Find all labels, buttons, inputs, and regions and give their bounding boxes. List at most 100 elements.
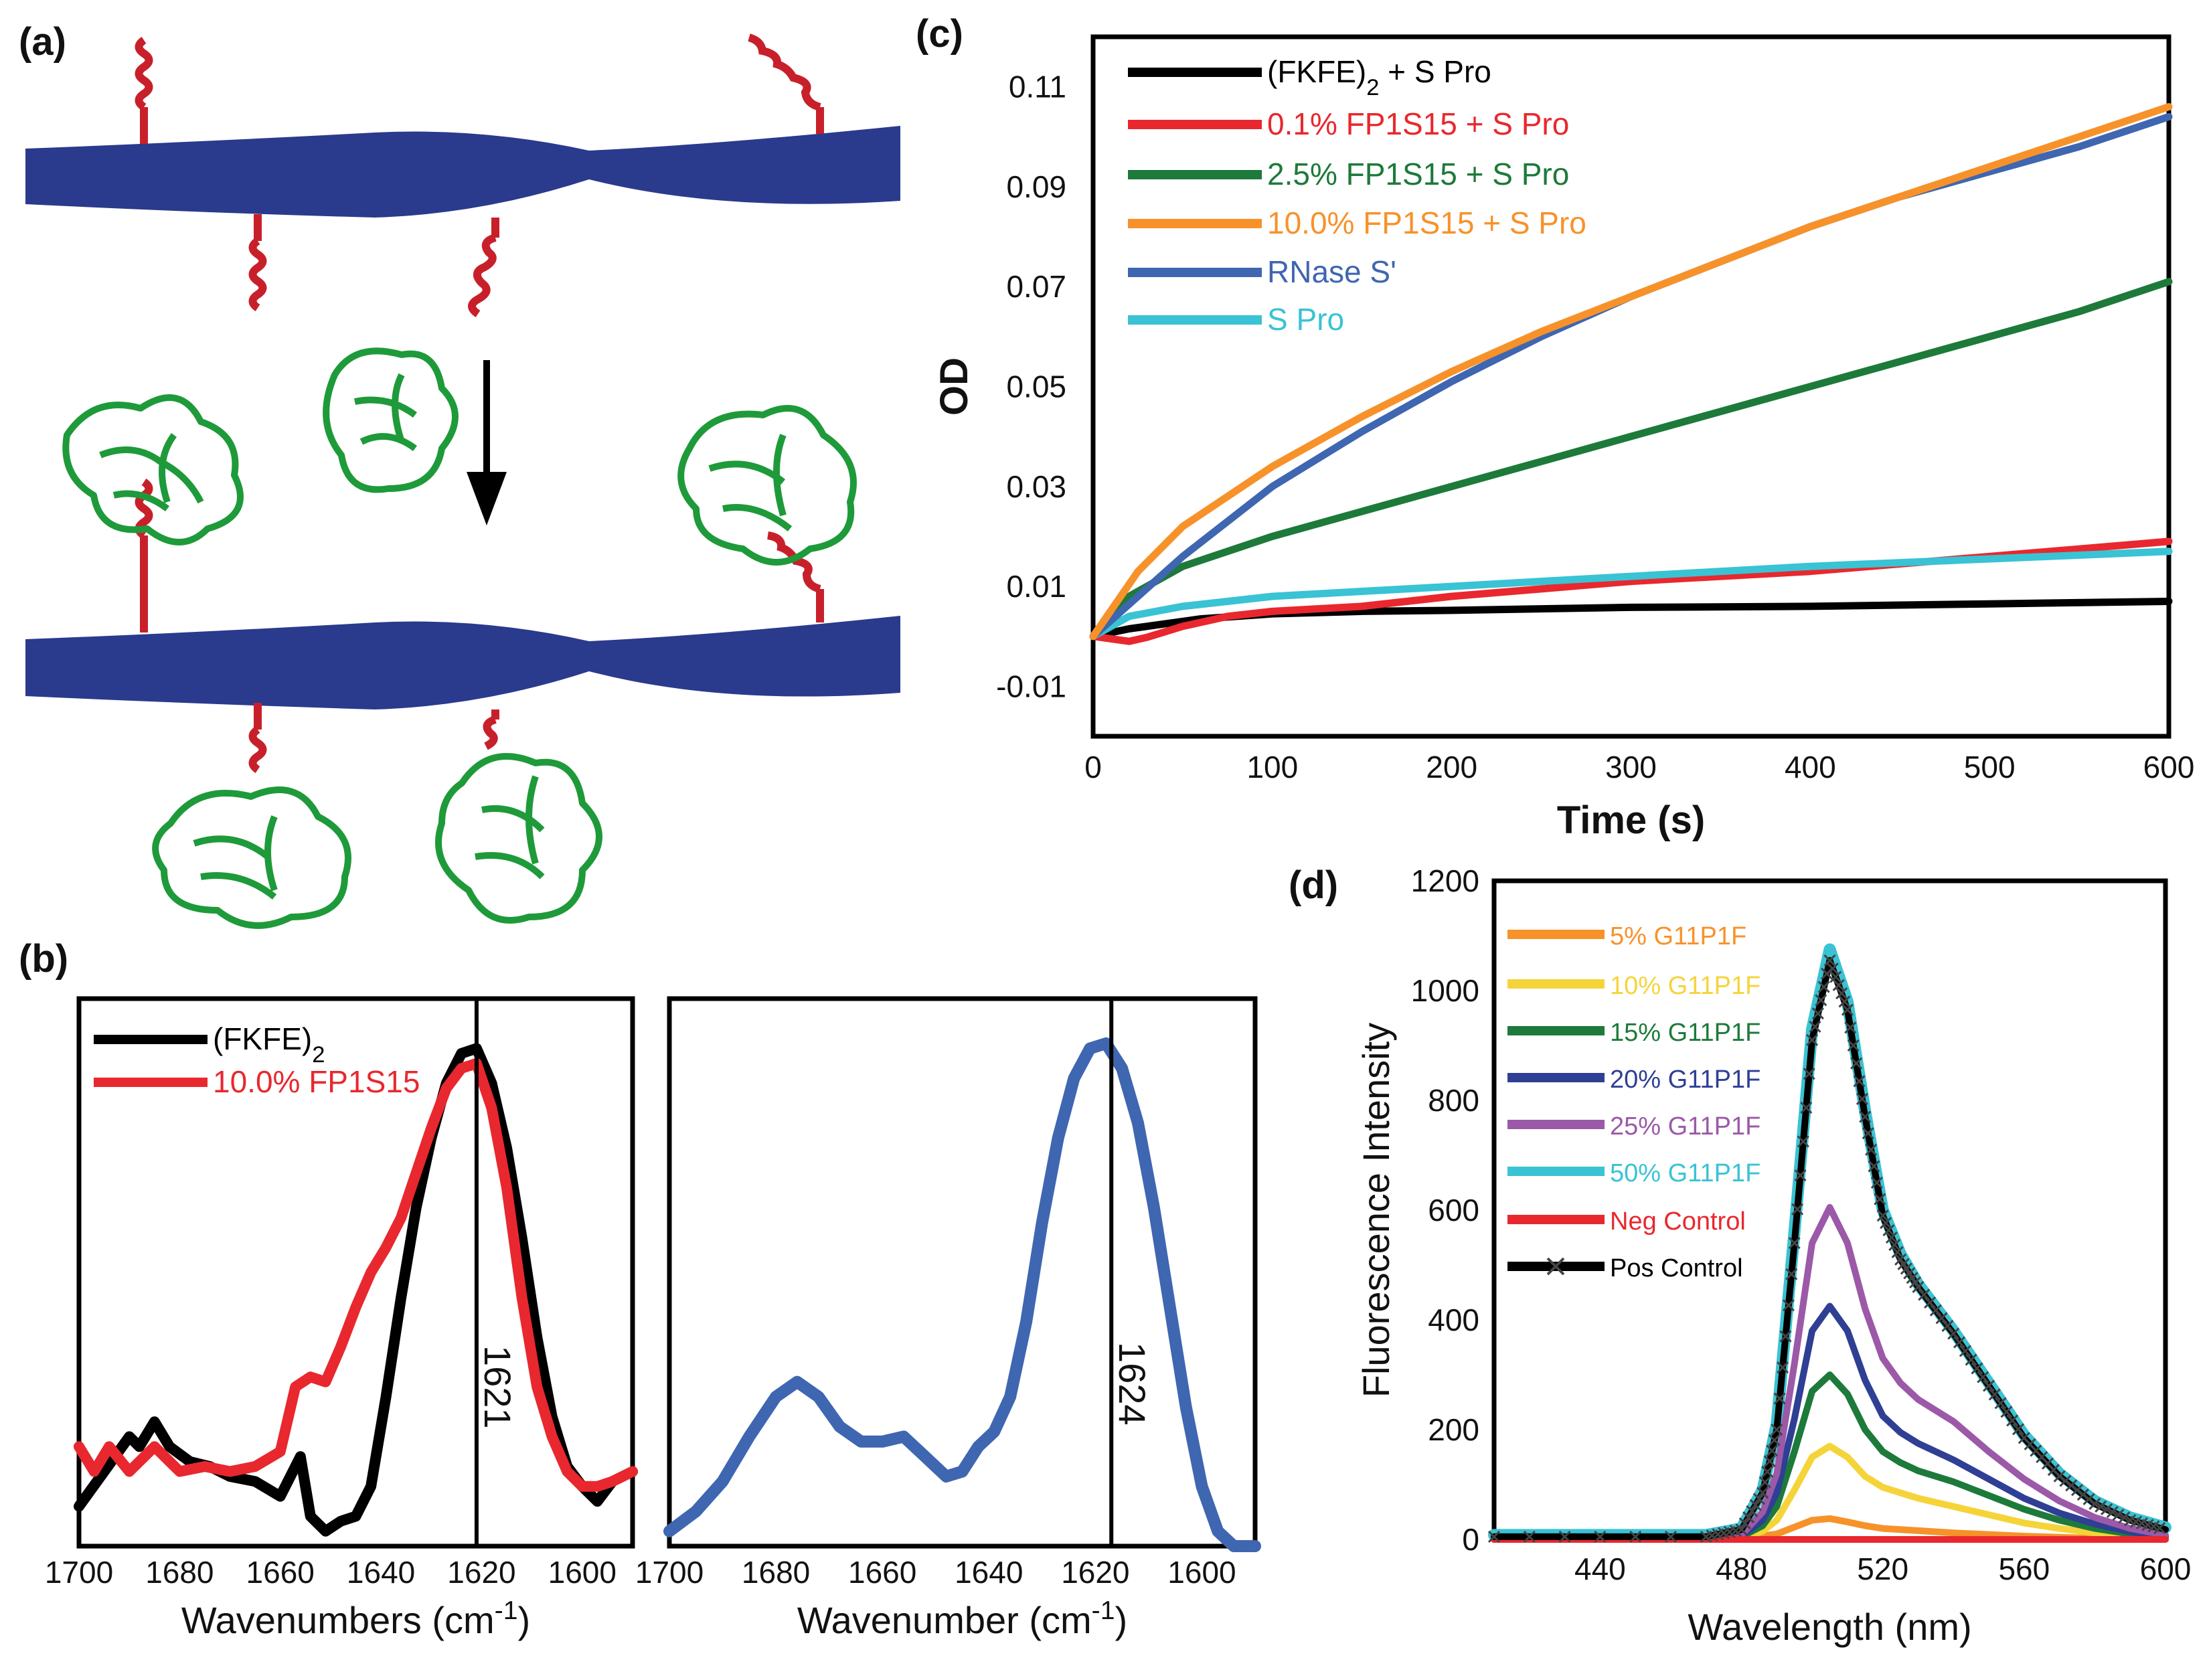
series-line--fkfe- xyxy=(74,1043,638,1537)
data-point-marker xyxy=(2153,1521,2166,1534)
data-point-marker xyxy=(1965,1353,1977,1366)
data-point-marker xyxy=(1982,1379,1995,1392)
series-line-s-pro xyxy=(1089,548,2173,641)
data-point-marker xyxy=(1779,1330,1792,1343)
helix-icon xyxy=(248,214,267,311)
legend-label: Neg Control xyxy=(1610,1207,1746,1236)
fiber-bottom xyxy=(25,616,900,709)
data-point-marker xyxy=(1761,1465,1774,1478)
x-tick-label: 1640 xyxy=(347,1555,415,1590)
chart-b2: 1700 1680 1660 1640 1620 1600 Wavenumber (cm-1… xyxy=(635,996,1261,1641)
data-point-marker xyxy=(1777,1361,1789,1374)
data-point-marker xyxy=(1782,1299,1795,1312)
data-point-marker xyxy=(1749,1499,1762,1511)
data-point-marker xyxy=(1959,1345,1971,1357)
data-point-marker xyxy=(1758,1476,1771,1489)
series-line--fkfe- xyxy=(1089,598,2173,641)
data-point-marker xyxy=(1935,1312,1948,1325)
data-point-marker xyxy=(1891,1246,1904,1258)
panel-label-b: (b) xyxy=(19,937,68,981)
data-point-marker xyxy=(2006,1414,2019,1427)
x-tick-label: 300 xyxy=(1605,750,1657,784)
data-point-marker xyxy=(2112,1509,2125,1521)
data-point-marker xyxy=(1752,1493,1765,1505)
legend-label: S Pro xyxy=(1267,302,1344,337)
helix-icon xyxy=(483,709,499,750)
y-tick-label: 0.07 xyxy=(1006,269,1066,304)
data-point-marker xyxy=(1880,1217,1892,1230)
legend-label: 5% G11P1F xyxy=(1610,922,1746,950)
y-tick-label: 1000 xyxy=(1411,973,1479,1008)
data-point-marker xyxy=(2000,1406,2013,1418)
y-tick-label: 0 xyxy=(1462,1522,1479,1557)
protein-icon xyxy=(62,394,244,545)
data-point-marker xyxy=(1800,1101,1813,1114)
legend-label: 25% G11P1F xyxy=(1610,1112,1760,1141)
x-tick-label: 440 xyxy=(1574,1551,1626,1586)
x-tick-label: 1680 xyxy=(145,1555,214,1590)
data-point-marker xyxy=(1847,1039,1860,1052)
legend-label: 50% G11P1F xyxy=(1610,1159,1760,1187)
data-point-marker xyxy=(1994,1397,2007,1410)
helix-icon xyxy=(135,37,153,144)
data-point-marker xyxy=(1594,1530,1607,1543)
data-point-marker xyxy=(1558,1530,1571,1543)
data-point-marker xyxy=(1523,1530,1536,1543)
plot-frame xyxy=(667,996,1258,1549)
helix-icon xyxy=(135,479,153,633)
data-point-marker xyxy=(1977,1371,1989,1383)
legend-label: 15% G11P1F xyxy=(1610,1019,1760,1047)
panel-label-a: (a) xyxy=(19,20,66,64)
y-tick-label: 200 xyxy=(1428,1412,1479,1447)
protein-icon xyxy=(677,405,857,566)
arrow-down-icon xyxy=(467,360,507,525)
data-point-marker xyxy=(1771,1423,1783,1436)
data-point-marker xyxy=(1785,1268,1798,1280)
data-point-marker xyxy=(1988,1388,2001,1401)
data-point-marker xyxy=(2095,1500,2107,1513)
series-line-10-g11p1f xyxy=(1491,1442,2169,1543)
legend-marker-icon xyxy=(1546,1257,1565,1276)
marker-label: 1621 xyxy=(477,1345,519,1429)
x-tick-label: 1640 xyxy=(955,1555,1023,1590)
legend-label: (FKFE)2 + S Pro xyxy=(1267,54,1491,100)
data-point-marker xyxy=(1835,987,1848,1000)
legend-label: RNase S' xyxy=(1267,254,1396,289)
x-tick-label: 1680 xyxy=(742,1555,810,1590)
series-line-25-g11p1f xyxy=(1491,1203,2169,1543)
data-point-marker xyxy=(1664,1530,1677,1543)
legend-label: 10% G11P1F xyxy=(1610,972,1760,1000)
legend-label: Pos Control xyxy=(1610,1254,1743,1282)
data-point-marker xyxy=(1859,1110,1872,1123)
data-point-marker xyxy=(1953,1336,1966,1349)
data-point-marker xyxy=(2012,1423,2025,1436)
data-point-marker xyxy=(1844,1021,1857,1034)
data-point-marker xyxy=(1773,1392,1786,1405)
data-point-marker xyxy=(1838,995,1851,1008)
y-tick-label: 400 xyxy=(1428,1303,1479,1337)
data-point-marker xyxy=(2089,1497,2101,1510)
helix-icon xyxy=(248,703,267,773)
legend-label: 10.0% FP1S15 xyxy=(213,1064,420,1099)
protein-icon xyxy=(323,347,459,493)
data-point-marker xyxy=(1876,1209,1889,1222)
data-point-marker xyxy=(1885,1231,1898,1244)
data-point-marker xyxy=(1912,1280,1925,1293)
data-point-marker xyxy=(1865,1143,1878,1156)
x-tick-label: 1600 xyxy=(1167,1555,1236,1590)
data-point-marker xyxy=(1763,1455,1776,1468)
x-tick-label: 1660 xyxy=(848,1555,916,1590)
fiber-top xyxy=(25,126,900,218)
data-point-marker xyxy=(1850,1057,1863,1070)
data-point-marker xyxy=(1742,1511,1755,1523)
y-axis-title: OD xyxy=(932,357,976,416)
panel-label-d: (d) xyxy=(1289,863,1338,907)
x-tick-label: 600 xyxy=(2140,1551,2192,1586)
x-tick-label: 520 xyxy=(1857,1551,1908,1586)
series-line-10-0-fp1s15 xyxy=(74,1058,638,1492)
panel-label-c: (c) xyxy=(916,12,963,56)
data-point-marker xyxy=(1868,1160,1880,1173)
data-point-marker xyxy=(1862,1127,1874,1140)
chart-d: 0 200 400 600 800 1000 1200 440 480 520 560 600 Wave… xyxy=(1355,863,2191,1648)
data-point-marker xyxy=(1947,1327,1960,1340)
